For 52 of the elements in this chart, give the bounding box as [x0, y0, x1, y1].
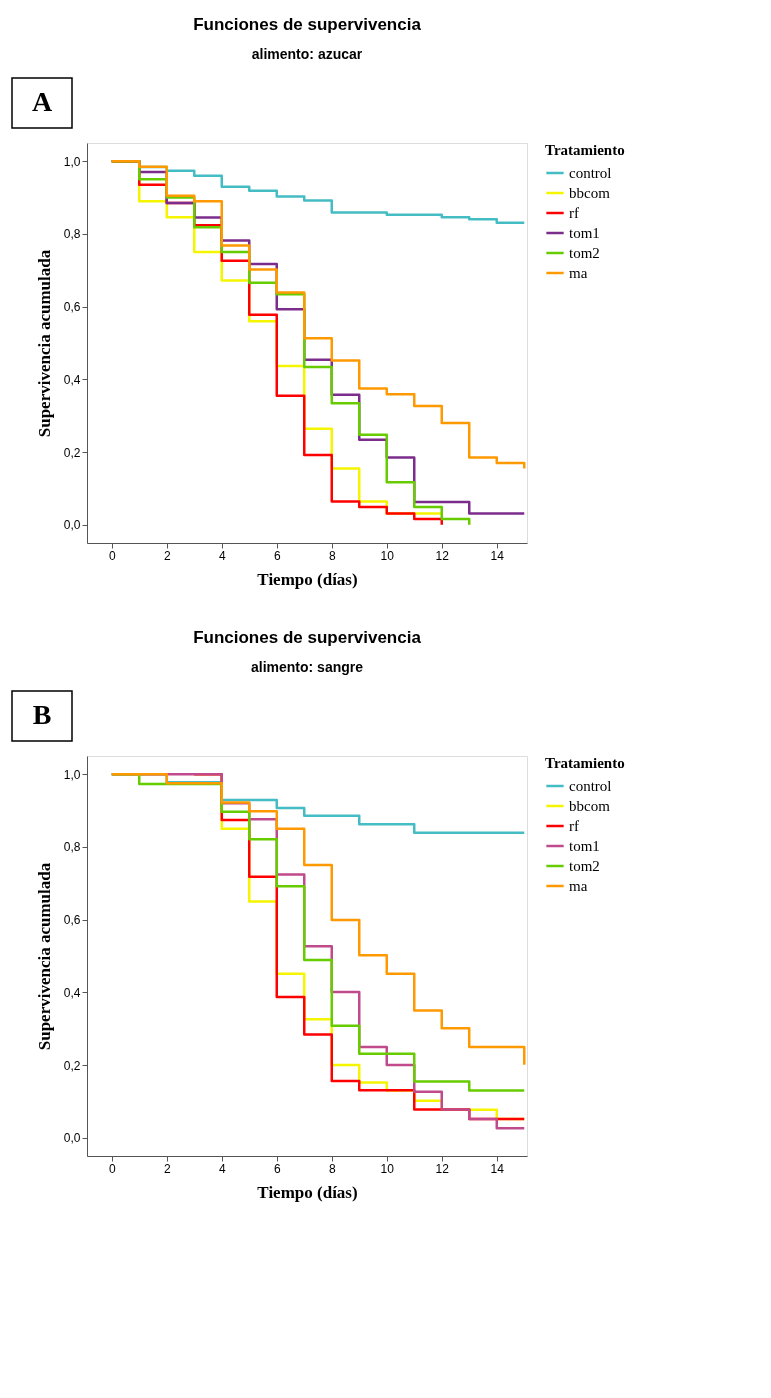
x-tick-label: 10	[380, 1161, 395, 1176]
x-tick-label: 4	[218, 548, 226, 563]
x-tick-label: 10	[380, 548, 395, 563]
chart-subtitle: alimento: sangre	[250, 659, 364, 676]
y-tick-label: 0,6	[63, 913, 81, 928]
text: B	[32, 699, 52, 730]
legend-title: Tratamiento	[545, 755, 625, 771]
legend-label: tom2	[569, 245, 600, 261]
legend-label: tom1	[569, 838, 600, 854]
legend-label: control	[569, 778, 612, 794]
legend-label: control	[569, 165, 612, 181]
x-tick-label: 14	[490, 1161, 505, 1176]
x-tick-label: 12	[435, 1161, 450, 1176]
legend-label: ma	[569, 878, 588, 894]
y-tick-label: 0,2	[63, 1058, 81, 1073]
x-tick-label: 12	[435, 548, 450, 563]
y-tick-label: 0,8	[63, 840, 81, 855]
x-tick-label: 8	[328, 548, 336, 563]
x-tick-label: 6	[273, 548, 281, 563]
legend-label: tom1	[569, 225, 600, 241]
legend-label: ma	[569, 265, 588, 281]
y-tick-label: 0,0	[63, 1131, 81, 1146]
x-tick-label: 0	[108, 1161, 116, 1176]
legend-label: bbcom	[569, 185, 611, 201]
x-axis-title: Tiempo (días)	[257, 1182, 358, 1202]
y-axis-title: Supervivencia acumulada	[34, 862, 54, 1051]
x-tick-label: 0	[108, 548, 116, 563]
y-tick-label: 0,0	[63, 518, 81, 533]
y-tick-label: 1,0	[63, 767, 81, 782]
x-tick-label: 2	[163, 1161, 171, 1176]
x-tick-label: 4	[218, 1161, 226, 1176]
text: A	[31, 86, 53, 117]
y-axis-title: Supervivencia acumulada	[34, 249, 54, 438]
chart-title: Funciones de supervivencia	[193, 628, 422, 648]
y-tick-label: 0,6	[63, 300, 81, 315]
x-tick-label: 2	[163, 548, 171, 563]
legend-label: rf	[569, 205, 579, 221]
y-tick-label: 0,8	[63, 227, 81, 242]
x-tick-label: 14	[490, 548, 505, 563]
y-tick-label: 0,4	[63, 372, 81, 387]
legend-label: bbcom	[569, 798, 611, 814]
legend-title: Tratamiento	[545, 142, 625, 158]
x-axis-title: Tiempo (días)	[257, 569, 358, 589]
y-tick-label: 0,4	[63, 985, 81, 1000]
x-tick-label: 6	[273, 1161, 281, 1176]
y-tick-label: 1,0	[63, 154, 81, 169]
x-tick-label: 8	[328, 1161, 336, 1176]
chart-subtitle: alimento: azucar	[251, 46, 363, 63]
chart-title: Funciones de supervivencia	[193, 15, 422, 35]
legend-label: tom2	[569, 858, 600, 874]
y-tick-label: 0,2	[63, 445, 81, 460]
legend-label: rf	[569, 818, 579, 834]
